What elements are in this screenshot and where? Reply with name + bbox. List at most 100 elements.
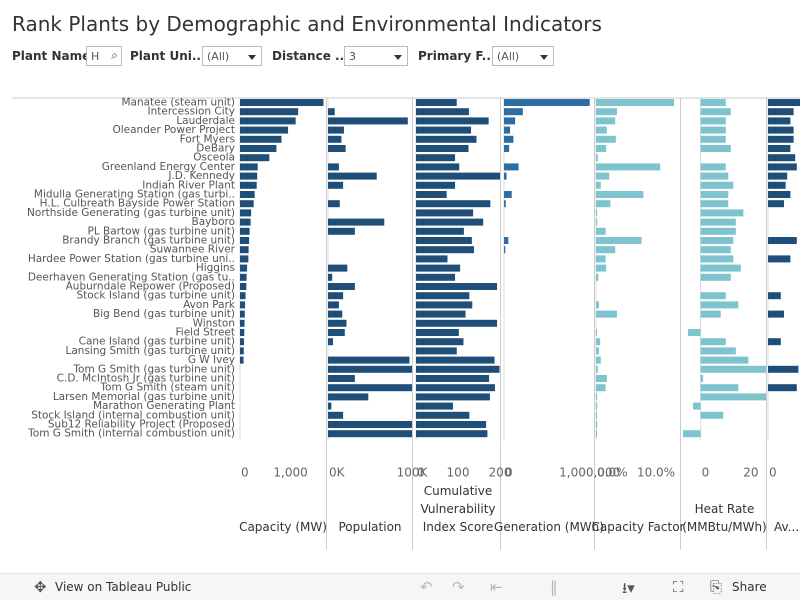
row-label: Intercession City bbox=[147, 106, 235, 118]
bar bbox=[416, 347, 457, 355]
bar bbox=[768, 292, 781, 300]
bar bbox=[416, 273, 456, 281]
bar bbox=[768, 108, 794, 116]
bar bbox=[416, 338, 464, 346]
bar bbox=[328, 430, 412, 438]
panel-title-line: Capacity Factor bbox=[592, 520, 685, 534]
chevron-down-icon bbox=[394, 55, 402, 60]
bar bbox=[700, 338, 726, 346]
bar bbox=[700, 375, 704, 382]
distance-filter-dropdown[interactable]: 3 bbox=[344, 46, 408, 66]
row-label: Greenland Energy Center bbox=[102, 161, 236, 173]
row-label: Big Bend (gas turbine unit) bbox=[93, 308, 235, 320]
bar bbox=[416, 227, 464, 235]
bar bbox=[596, 421, 598, 428]
bar bbox=[768, 117, 791, 125]
bar bbox=[240, 181, 257, 189]
bar bbox=[328, 402, 332, 410]
panel-title: Av... Tim... bbox=[774, 520, 800, 534]
bar bbox=[504, 163, 519, 171]
bar bbox=[416, 411, 470, 419]
row-label: Avon Park bbox=[183, 299, 236, 311]
bar bbox=[700, 347, 736, 355]
bar bbox=[596, 145, 607, 152]
bar bbox=[700, 310, 721, 318]
redo-icon[interactable]: ↷ bbox=[452, 578, 465, 596]
share-button[interactable]: Share bbox=[732, 580, 767, 594]
chevron-down-icon bbox=[540, 55, 548, 60]
bar bbox=[700, 99, 726, 106]
row-label: Hardee Power Station (gas turbine uni.. bbox=[28, 253, 235, 265]
bar bbox=[700, 384, 739, 392]
bar bbox=[240, 319, 245, 327]
bar bbox=[328, 135, 342, 143]
bar bbox=[240, 338, 245, 346]
bar bbox=[240, 172, 258, 180]
bar bbox=[700, 356, 749, 364]
row-label: Bayboro bbox=[192, 216, 235, 228]
bar bbox=[240, 209, 252, 217]
bar bbox=[240, 135, 282, 143]
bar bbox=[240, 255, 249, 263]
primary-fuel-filter-value: (All) bbox=[497, 50, 520, 63]
row-label: Suwannee River bbox=[150, 244, 236, 256]
ranking-chart[interactable]: Manatee (steam unit)Intercession CityLau… bbox=[0, 90, 800, 550]
search-icon[interactable]: ⌕ bbox=[111, 48, 118, 62]
bar bbox=[328, 411, 344, 419]
bar bbox=[768, 200, 784, 208]
view-on-tableau-link[interactable]: View on Tableau Public bbox=[55, 580, 192, 594]
bar bbox=[416, 421, 487, 428]
revert-icon[interactable]: ⇤ bbox=[490, 578, 503, 596]
plant-name-filter-input[interactable]: H ⌕ bbox=[86, 46, 122, 66]
tick-label: 1,000 bbox=[273, 465, 307, 479]
panel-title: Capacity Factor bbox=[592, 520, 685, 534]
fullscreen-icon[interactable]: ⛶ bbox=[673, 578, 684, 596]
bar bbox=[700, 181, 734, 189]
plant-name-filter-value: H bbox=[91, 50, 100, 63]
bar bbox=[416, 255, 448, 263]
bar bbox=[768, 163, 797, 171]
bar bbox=[240, 301, 246, 309]
bar bbox=[693, 402, 701, 410]
pause-icon[interactable]: ‖ bbox=[550, 578, 558, 596]
filter-bar: Plant Name H ⌕ Plant Uni... (All) Distan… bbox=[12, 46, 792, 68]
panel-title-line: Heat Rate bbox=[695, 502, 755, 516]
bar bbox=[596, 117, 616, 125]
panel-title-line: Population bbox=[338, 520, 401, 534]
bar bbox=[700, 227, 736, 235]
row-label: Larsen Memorial (gas turbine unit) bbox=[53, 391, 235, 403]
panel-title: Capacity (MW) bbox=[239, 520, 327, 534]
bar bbox=[240, 310, 245, 318]
tick-label: 0 bbox=[769, 465, 777, 479]
bar bbox=[416, 145, 469, 152]
primary-fuel-filter-dropdown[interactable]: (All) bbox=[492, 46, 554, 66]
bar bbox=[328, 108, 335, 116]
distance-filter-label: Distance ... bbox=[272, 49, 349, 63]
bar bbox=[596, 172, 610, 180]
bar bbox=[768, 172, 788, 180]
share-icon[interactable]: ⎘ bbox=[710, 578, 723, 596]
bar bbox=[416, 209, 474, 217]
bar bbox=[416, 402, 453, 410]
bar bbox=[328, 283, 355, 290]
bar bbox=[240, 329, 245, 336]
bar bbox=[504, 246, 506, 254]
bar bbox=[240, 227, 250, 235]
bar bbox=[768, 191, 791, 198]
download-icon[interactable]: ⭳▾ bbox=[622, 579, 635, 597]
bar bbox=[596, 191, 644, 198]
tableau-logo-icon: ✥ bbox=[34, 578, 47, 596]
tick-label: 0.0% bbox=[597, 465, 628, 479]
bar bbox=[596, 411, 597, 419]
row-label: Manatee (steam unit) bbox=[121, 97, 235, 109]
panel-title: Population bbox=[338, 520, 401, 534]
plant-unit-filter-dropdown[interactable]: (All) bbox=[202, 46, 262, 66]
bar bbox=[504, 117, 516, 125]
bar bbox=[328, 301, 339, 309]
undo-icon[interactable]: ↶ bbox=[420, 578, 433, 596]
bar bbox=[700, 135, 726, 143]
row-label: Tom G Smith (internal combustion unit) bbox=[27, 428, 235, 440]
row-label: Indian River Plant bbox=[142, 179, 235, 191]
row-label: Osceola bbox=[193, 152, 235, 164]
bar bbox=[416, 319, 498, 327]
